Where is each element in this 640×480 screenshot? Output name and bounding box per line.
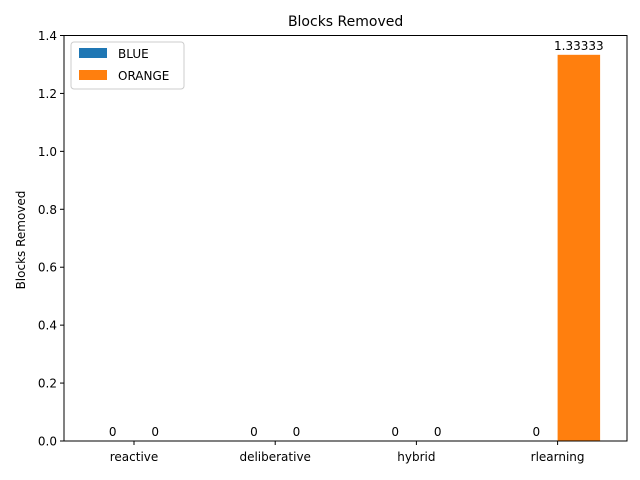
y-tick-label-1.4: 1.4	[38, 29, 57, 43]
data-label-orange-hybrid: 0	[434, 425, 442, 439]
plot-frame	[63, 35, 628, 442]
legend-swatch-blue	[79, 48, 107, 58]
data-label-blue-hybrid: 0	[391, 425, 399, 439]
bar-orange-rlearning	[557, 54, 601, 442]
data-labels: 0 0 0 0 0 0 0 1.33333	[109, 39, 604, 439]
data-label-blue-rlearning: 0	[533, 425, 541, 439]
y-tick-label-0.6: 0.6	[38, 261, 57, 275]
legend-label-blue: BLUE	[118, 47, 149, 61]
y-tick-label-1.2: 1.2	[38, 87, 57, 101]
data-label-orange-deliberative: 0	[293, 425, 301, 439]
data-label-orange-rlearning: 1.33333	[554, 39, 604, 53]
legend: BLUE ORANGE	[70, 41, 185, 90]
y-tick-label-0.0: 0.0	[38, 435, 57, 449]
data-label-blue-deliberative: 0	[250, 425, 258, 439]
y-tick-label-0.8: 0.8	[38, 203, 57, 217]
y-axis: 0.0 0.2 0.4 0.6 0.8 1.0 1.2 1.4	[38, 29, 64, 449]
y-tick-label-0.2: 0.2	[38, 377, 57, 391]
y-axis-label: Blocks Removed	[14, 191, 28, 290]
x-axis: reactive deliberative hybrid rlearning	[110, 441, 585, 464]
chart-title: Blocks Removed	[288, 14, 403, 30]
legend-label-orange: ORANGE	[118, 69, 169, 83]
legend-swatch-orange	[79, 70, 107, 80]
x-tick-label-hybrid: hybrid	[397, 450, 435, 464]
data-label-blue-reactive: 0	[109, 425, 117, 439]
y-tick-label-1.0: 1.0	[38, 145, 57, 159]
x-tick-label-rlearning: rlearning	[531, 450, 585, 464]
data-label-orange-reactive: 0	[151, 425, 159, 439]
x-tick-label-reactive: reactive	[110, 450, 159, 464]
y-tick-label-0.4: 0.4	[38, 319, 57, 333]
bars-group	[557, 54, 601, 442]
x-tick-label-deliberative: deliberative	[239, 450, 310, 464]
